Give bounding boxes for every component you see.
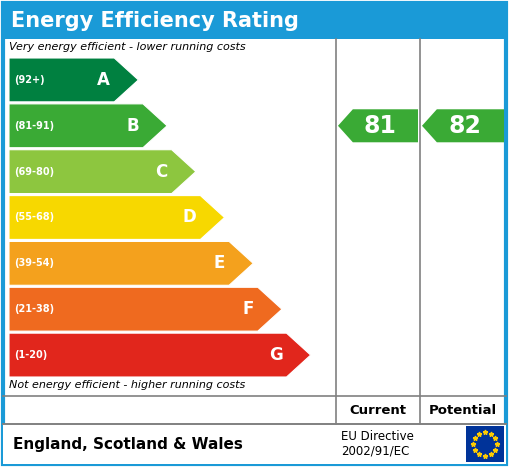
Text: England, Scotland & Wales: England, Scotland & Wales: [13, 437, 243, 452]
Bar: [3, 3, 506, 39]
Text: 81: 81: [364, 114, 397, 138]
Text: D: D: [183, 208, 196, 226]
Polygon shape: [9, 196, 224, 240]
Text: (1-20): (1-20): [14, 350, 47, 360]
Polygon shape: [338, 109, 418, 142]
Text: A: A: [97, 71, 110, 89]
Text: C: C: [155, 163, 167, 181]
Text: E: E: [214, 255, 225, 272]
Polygon shape: [9, 287, 282, 331]
Text: (21-38): (21-38): [14, 304, 54, 314]
Polygon shape: [9, 104, 167, 148]
Polygon shape: [9, 333, 310, 377]
Text: (81-91): (81-91): [14, 121, 54, 131]
Text: Not energy efficient - higher running costs: Not energy efficient - higher running co…: [9, 380, 245, 390]
Text: B: B: [126, 117, 139, 135]
Text: (55-68): (55-68): [14, 212, 54, 222]
Text: Very energy efficient - lower running costs: Very energy efficient - lower running co…: [9, 42, 246, 52]
Polygon shape: [422, 109, 504, 142]
Text: Current: Current: [350, 403, 407, 417]
Polygon shape: [9, 150, 196, 193]
Polygon shape: [9, 58, 138, 102]
Text: G: G: [269, 346, 282, 364]
Bar: [466, 426, 504, 462]
Polygon shape: [9, 241, 253, 285]
Text: (69-80): (69-80): [14, 167, 54, 177]
Text: Energy Efficiency Rating: Energy Efficiency Rating: [11, 11, 299, 31]
Text: F: F: [242, 300, 254, 318]
Text: Potential: Potential: [429, 403, 497, 417]
Text: 82: 82: [449, 114, 482, 138]
Bar: [3, 424, 506, 464]
Text: (39-54): (39-54): [14, 258, 54, 269]
Text: (92+): (92+): [14, 75, 45, 85]
Text: EU Directive
2002/91/EC: EU Directive 2002/91/EC: [341, 430, 414, 458]
